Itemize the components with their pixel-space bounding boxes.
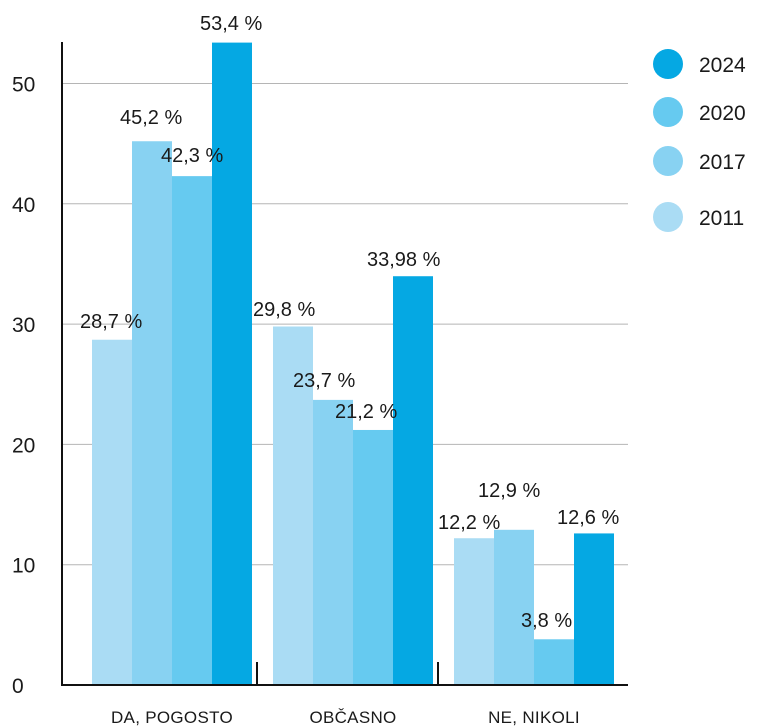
data-label: 53,4 %	[200, 13, 262, 35]
category-label: NE, NIKOLI	[488, 708, 580, 726]
bar-2024-0	[212, 42, 252, 685]
data-label: 21,2 %	[335, 401, 397, 423]
data-label: 28,7 %	[80, 311, 142, 333]
legend-swatch-2020	[653, 97, 683, 127]
y-tick-label: 40	[12, 194, 35, 217]
bar-2020-1	[353, 429, 393, 685]
legend-label: 2011	[699, 207, 744, 230]
data-label: 33,98 %	[367, 249, 441, 271]
y-tick-label: 30	[12, 314, 35, 337]
bar-2017-0	[132, 141, 172, 685]
bar-2017-1	[313, 399, 353, 685]
bar-2020-0	[172, 176, 212, 686]
data-label: 23,7 %	[293, 370, 355, 392]
y-tick-label: 50	[12, 74, 35, 97]
data-label: 12,6 %	[557, 507, 619, 529]
legend-swatch-2011	[653, 202, 683, 232]
data-label: 29,8 %	[253, 299, 315, 321]
data-label: 3,8 %	[521, 610, 572, 632]
y-tick-label: 20	[12, 434, 35, 457]
legend-swatch-2017	[653, 146, 683, 176]
data-label: 12,9 %	[478, 480, 540, 502]
data-label: 45,2 %	[120, 107, 182, 129]
legend: 2024 2020 2017 2011	[653, 49, 746, 232]
bars	[92, 42, 614, 686]
legend-swatch-2024	[653, 49, 683, 79]
y-tick-label: 0	[12, 675, 24, 698]
data-label: 12,2 %	[438, 512, 500, 534]
category-labels: DA, POGOSTO OBČASNO NE, NIKOLI	[111, 708, 580, 726]
bar-2020-2	[534, 639, 574, 685]
legend-label: 2024	[699, 54, 746, 77]
legend-label: 2020	[699, 102, 746, 125]
bar-2011-0	[92, 339, 132, 685]
bar-2011-1	[273, 326, 313, 685]
bar-2024-1	[393, 276, 433, 685]
category-label: DA, POGOSTO	[111, 708, 233, 726]
legend-label: 2017	[699, 151, 746, 174]
data-label: 42,3 %	[161, 145, 223, 167]
category-label: OBČASNO	[309, 708, 396, 726]
bar-2024-2	[574, 533, 614, 685]
data-labels: 28,7 % 29,8 % 12,2 % 45,2 % 23,7 % 12,9 % 42,3…	[80, 13, 619, 632]
y-tick-label: 10	[12, 555, 35, 578]
axes	[61, 42, 628, 686]
bar-2017-2	[494, 529, 534, 685]
y-tick-labels: 0 10 20 30 40 50	[12, 74, 35, 699]
bar-2011-2	[454, 538, 494, 685]
